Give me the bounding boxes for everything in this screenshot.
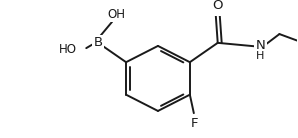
- Text: O: O: [212, 0, 223, 12]
- Text: OH: OH: [107, 8, 125, 21]
- Text: B: B: [94, 36, 103, 49]
- Text: H: H: [256, 51, 265, 61]
- Text: N: N: [256, 39, 266, 52]
- Text: HO: HO: [59, 43, 77, 56]
- Text: F: F: [191, 117, 198, 130]
